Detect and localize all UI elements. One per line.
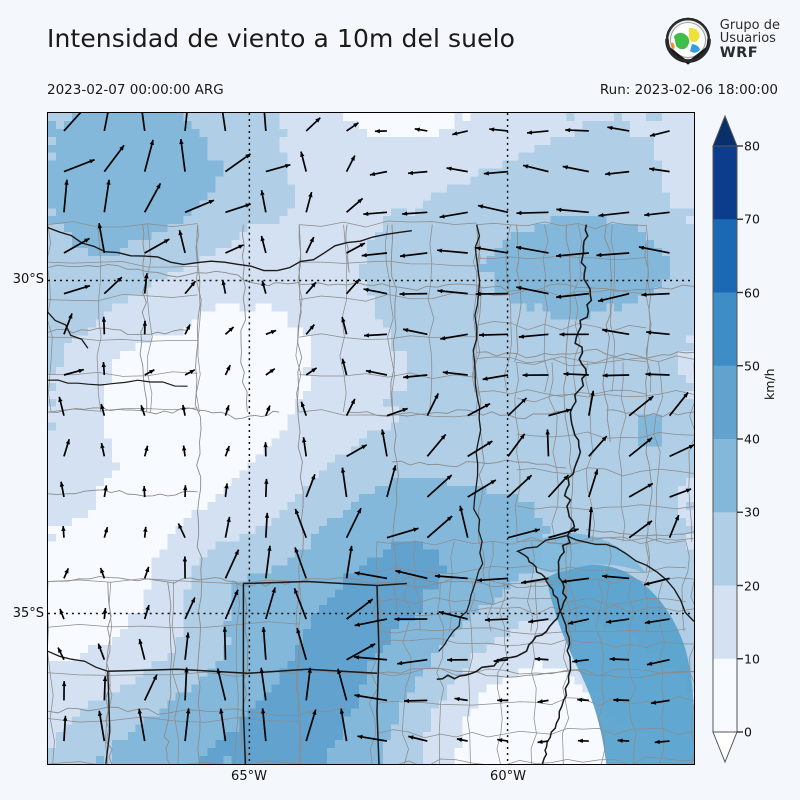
colorbar-tick-40: 40: [744, 431, 760, 447]
colorbar[interactable]: [712, 112, 743, 765]
wrf-globe-emblem: [662, 14, 714, 66]
page-title: Intensidad de viento a 10m del suelo: [47, 24, 516, 53]
colorbar-tick-0: 0: [744, 724, 752, 740]
colorbar-unit-label: km/h: [762, 368, 777, 400]
valid-time-label: 2023-02-07 00:00:00 ARG: [47, 82, 224, 98]
xtick-label-65W: 65°W: [231, 769, 267, 784]
logo-line-1: Grupo de: [719, 17, 780, 33]
logo-line-3: WRF: [719, 44, 759, 61]
run-time-label: Run: 2023-02-06 18:00:00: [599, 82, 778, 98]
wrf-user-group-logo: Grupo de Usuarios WRF: [662, 12, 780, 68]
ytick-label-30S: 30°S: [12, 272, 44, 287]
logo-line-2: Usuarios: [719, 31, 776, 47]
wind-speed-map[interactable]: [47, 112, 695, 765]
colorbar-tick-30: 30: [744, 504, 760, 520]
logo-text: Grupo de Usuarios WRF: [720, 19, 780, 61]
colorbar-tick-80: 80: [744, 138, 760, 154]
colorbar-tick-50: 50: [744, 358, 760, 374]
colorbar-tick-60: 60: [744, 285, 760, 300]
ytick-label-35S: 35°S: [12, 606, 44, 621]
colorbar-tick-10: 10: [744, 651, 760, 667]
map-canvas: [48, 113, 694, 764]
colorbar-tick-70: 70: [744, 211, 760, 227]
colorbar-tick-20: 20: [744, 578, 760, 593]
colorbar-gradient: [712, 114, 743, 764]
xtick-label-60W: 60°W: [490, 769, 526, 784]
